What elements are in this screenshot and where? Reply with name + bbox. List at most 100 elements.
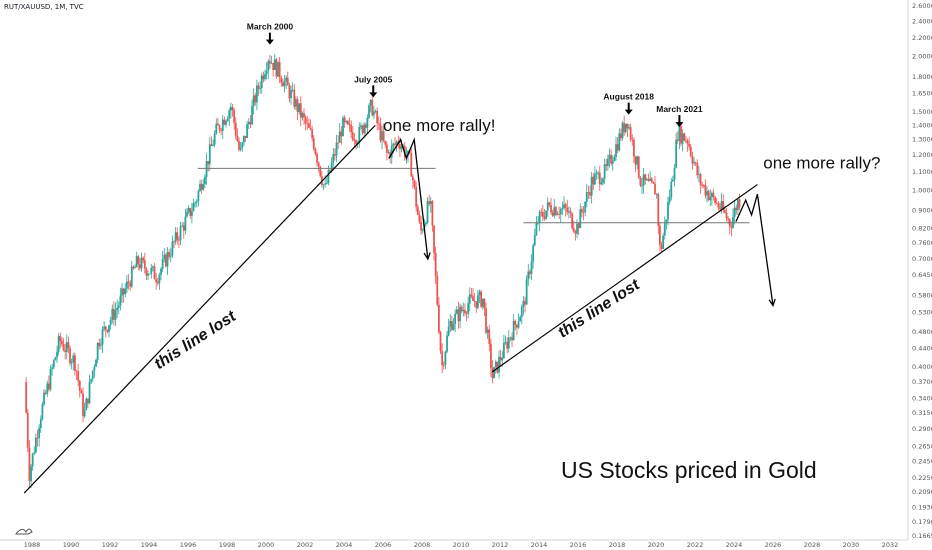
candle-body xyxy=(382,131,385,141)
candle-body xyxy=(681,133,684,144)
candle-body xyxy=(83,409,86,417)
candle-body xyxy=(309,127,312,130)
candle-body xyxy=(428,201,431,204)
candle-body xyxy=(129,283,132,287)
candle-body xyxy=(707,191,710,201)
candle-body xyxy=(696,163,699,176)
candle-body xyxy=(72,355,75,363)
candle-body xyxy=(524,300,526,305)
peak-annotation-label: July 2005 xyxy=(354,74,393,84)
candle-body xyxy=(394,143,396,145)
rally-annotation-label: one more rally! xyxy=(383,116,495,135)
candle-body xyxy=(140,257,143,269)
candle-body xyxy=(191,211,193,217)
trendline-lost-label: this line lost xyxy=(152,308,240,373)
candle-body xyxy=(462,309,465,312)
candle-body xyxy=(629,127,632,140)
candle-body xyxy=(87,398,89,404)
candle-body xyxy=(659,225,661,245)
candle-body xyxy=(78,380,81,391)
candle-body xyxy=(416,206,419,215)
candle-body xyxy=(228,110,231,119)
candle-body xyxy=(295,99,297,107)
candle-body xyxy=(564,204,567,208)
candle-body xyxy=(436,275,439,305)
candle-body xyxy=(475,301,478,308)
candle-body xyxy=(351,132,354,141)
candle-body xyxy=(124,288,127,295)
candle-body xyxy=(595,172,598,175)
candle-body xyxy=(358,126,361,144)
candle-body xyxy=(277,61,279,77)
candle-body xyxy=(139,264,141,269)
candle-body xyxy=(147,273,149,276)
x-tick-label: 2006 xyxy=(375,541,392,549)
candle-body xyxy=(652,181,655,184)
candle-body xyxy=(117,305,120,309)
candle-body xyxy=(168,252,171,257)
y-tick-label: 1.2000 xyxy=(912,151,932,159)
candle-body xyxy=(620,133,622,139)
candle-body xyxy=(457,309,460,322)
candle-body xyxy=(686,140,689,144)
candle-body xyxy=(199,183,201,192)
candle-body xyxy=(36,437,39,439)
x-tick-label: 2030 xyxy=(843,541,860,549)
candle-body xyxy=(80,390,83,394)
candle-body xyxy=(384,140,387,145)
candle-body xyxy=(654,183,656,195)
candle-body xyxy=(587,192,590,193)
candle-body xyxy=(678,126,681,141)
candle-body xyxy=(386,144,388,153)
y-tick-label: 1.5000 xyxy=(912,108,932,116)
candle-body xyxy=(641,185,643,187)
candle-body xyxy=(205,161,208,177)
candle-body xyxy=(605,164,608,167)
candle-body xyxy=(113,308,115,320)
candle-body xyxy=(577,223,580,229)
candle-body xyxy=(187,208,190,212)
candle-body xyxy=(161,258,164,269)
x-tick-label: 2020 xyxy=(648,541,665,549)
candle-body xyxy=(712,192,715,198)
down-arrow-icon xyxy=(265,39,274,45)
candle-body xyxy=(691,155,694,164)
candle-body xyxy=(145,268,148,276)
candle-body xyxy=(304,117,307,124)
candle-body xyxy=(61,341,63,345)
candle-body xyxy=(103,326,106,330)
candle-body xyxy=(673,167,676,180)
candle-body xyxy=(603,164,606,179)
candle-body xyxy=(360,125,362,127)
candle-body xyxy=(329,170,331,172)
candle-body xyxy=(252,95,255,107)
candle-body xyxy=(418,214,421,222)
candle-body xyxy=(579,209,582,229)
candle-body xyxy=(685,140,687,142)
candle-body xyxy=(186,211,188,217)
candle-body xyxy=(260,75,263,89)
projection-arrowhead xyxy=(768,298,776,308)
candle-body xyxy=(494,361,497,368)
candle-body xyxy=(267,61,270,71)
candle-body xyxy=(347,121,349,125)
candle-body xyxy=(241,142,244,148)
candle-body xyxy=(363,124,366,134)
candle-body xyxy=(582,212,585,213)
candle-body xyxy=(165,254,167,267)
candle-body xyxy=(598,172,601,185)
candle-body xyxy=(259,88,262,89)
x-tick-label: 1994 xyxy=(141,541,158,549)
candle-body xyxy=(506,341,509,349)
candle-body xyxy=(576,223,578,234)
candle-body xyxy=(426,201,429,223)
candle-body xyxy=(108,325,110,332)
